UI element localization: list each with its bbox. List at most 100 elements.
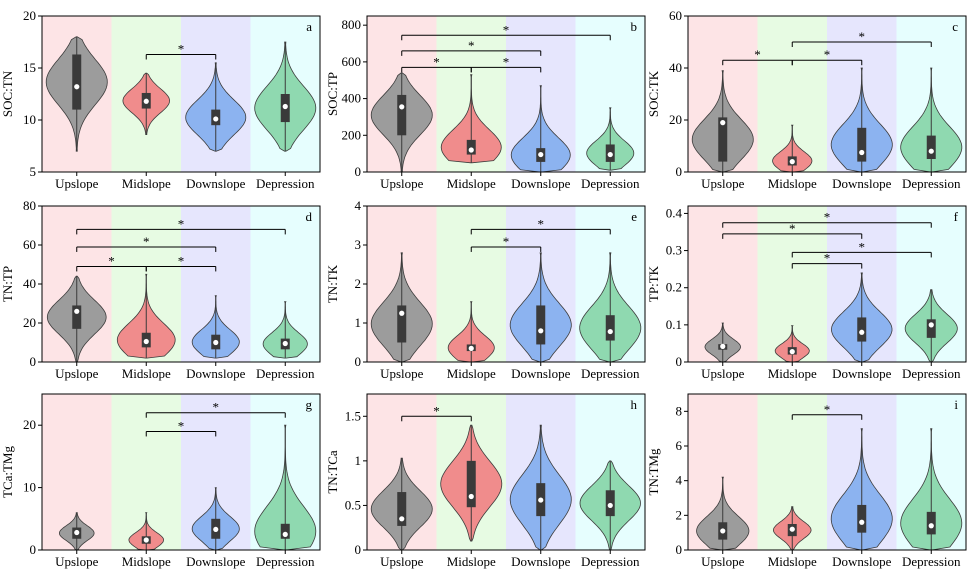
significance-star: * — [503, 22, 510, 37]
y-tick-label: 0.2 — [666, 280, 682, 295]
y-tick-label: 10 — [23, 112, 36, 127]
significance-bracket: * — [722, 210, 932, 228]
mean-dot — [789, 526, 795, 532]
mean-dot — [859, 519, 865, 525]
significance-star: * — [538, 216, 545, 231]
y-tick-label: 6 — [676, 438, 683, 453]
mean-dot — [928, 523, 934, 529]
x-tick-label: Depression — [581, 554, 640, 569]
iqr-box — [605, 315, 615, 341]
iqr-box — [926, 319, 936, 338]
significance-bracket: * — [791, 239, 932, 258]
y-tick-label: 3 — [355, 237, 362, 252]
mean-dot — [74, 308, 80, 314]
x-tick-label: Upslope — [701, 366, 745, 381]
y-tick-label: 0 — [676, 542, 683, 557]
significance-star: * — [824, 210, 831, 225]
significance-star: * — [178, 41, 185, 56]
iqr-box — [72, 305, 82, 329]
x-tick-label: Upslope — [55, 366, 99, 381]
mean-dot — [468, 493, 474, 500]
significance-star: * — [824, 402, 831, 417]
panel-letter: f — [954, 209, 959, 224]
y-tick-label: 4 — [676, 473, 683, 488]
panel-b: 0 200 400 600 800 Upslope Midslope Downslope Dep… — [325, 15, 646, 191]
x-tick-label: Midslope — [122, 366, 171, 381]
significance-star: * — [503, 54, 510, 69]
y-axis-label: SOC:TP — [325, 72, 340, 116]
y-tick-label: 0 — [355, 354, 362, 369]
significance-star: * — [468, 38, 475, 53]
x-tick-label: Depression — [581, 366, 640, 381]
iqr-box — [536, 305, 546, 345]
x-tick-label: Downslope — [832, 366, 891, 381]
x-tick-label: Downslope — [186, 554, 245, 569]
mean-dot — [213, 116, 219, 122]
significance-bracket: * — [145, 418, 217, 437]
y-axis-label: TN:TP — [0, 266, 15, 302]
y-tick-label: 15 — [23, 60, 36, 75]
y-tick-label: 0.5 — [345, 497, 361, 512]
panel-d: 0 20 40 60 80 Upslope Midslope Downslope Depress… — [0, 198, 321, 381]
mean-dot — [282, 531, 288, 538]
y-tick-label: 200 — [342, 127, 362, 142]
mean-dot — [928, 322, 934, 328]
panel-letter: d — [306, 209, 313, 224]
panel-letter: b — [631, 19, 638, 34]
panel-letter: g — [306, 397, 313, 412]
x-tick-label: Midslope — [447, 366, 496, 381]
plot-frame — [41, 15, 321, 173]
plot-frame — [687, 393, 967, 551]
mean-dot — [213, 339, 219, 346]
x-tick-label: Depression — [902, 366, 961, 381]
x-tick-label: Downslope — [511, 366, 570, 381]
iqr-box — [280, 523, 290, 539]
mean-dot — [607, 328, 613, 335]
x-tick-label: Upslope — [380, 366, 424, 381]
significance-star: * — [503, 234, 510, 249]
x-tick-label: Midslope — [447, 176, 496, 191]
y-tick-label: 2 — [355, 276, 362, 291]
mean-dot — [143, 338, 149, 345]
iqr-box — [857, 504, 867, 533]
mean-dot — [468, 345, 474, 351]
plot-frame — [687, 15, 967, 173]
x-tick-label: Depression — [256, 554, 315, 569]
y-axis-label: TN:TMg — [646, 448, 661, 495]
y-tick-label: 8 — [676, 403, 683, 418]
mean-dot — [859, 329, 865, 335]
mean-dot — [213, 526, 219, 533]
x-tick-label: Midslope — [768, 554, 817, 569]
y-tick-label: 60 — [23, 237, 36, 252]
panel-h: 0 0.5 1 1.5 Upslope Midslope Downslope Depressi… — [325, 393, 646, 569]
y-tick-label: 0 — [355, 542, 362, 557]
mean-dot — [607, 151, 613, 158]
y-axis-label: TP:TK — [646, 265, 661, 302]
mean-dot — [789, 349, 795, 355]
y-tick-label: 0 — [355, 164, 362, 179]
panel-letter: h — [631, 397, 638, 412]
significance-bracket: * — [401, 22, 611, 41]
significance-star: * — [178, 216, 185, 231]
significance-star: * — [859, 239, 866, 254]
y-tick-label: 10 — [23, 480, 36, 495]
iqr-box — [72, 54, 82, 110]
y-axis-label: SOC:TK — [646, 70, 661, 117]
iqr-box — [466, 139, 476, 155]
y-axis-label: TCa:TMg — [0, 446, 15, 498]
x-tick-label: Midslope — [122, 176, 171, 191]
iqr-box — [857, 317, 867, 342]
x-tick-label: Upslope — [380, 554, 424, 569]
x-tick-label: Upslope — [55, 176, 99, 191]
significance-bracket: * — [401, 403, 472, 422]
x-tick-label: Depression — [256, 176, 315, 191]
mean-dot — [928, 148, 934, 154]
x-tick-label: Downslope — [186, 176, 245, 191]
y-tick-label: 0 — [30, 542, 37, 557]
significance-bracket: * — [76, 216, 286, 235]
plot-frame — [366, 15, 646, 173]
significance-star: * — [433, 54, 440, 69]
y-tick-label: 40 — [23, 276, 36, 291]
panel-i: 0 2 4 6 8 Upslope Midslope Downslope Depression T… — [646, 393, 967, 569]
y-tick-label: 20 — [669, 112, 682, 127]
